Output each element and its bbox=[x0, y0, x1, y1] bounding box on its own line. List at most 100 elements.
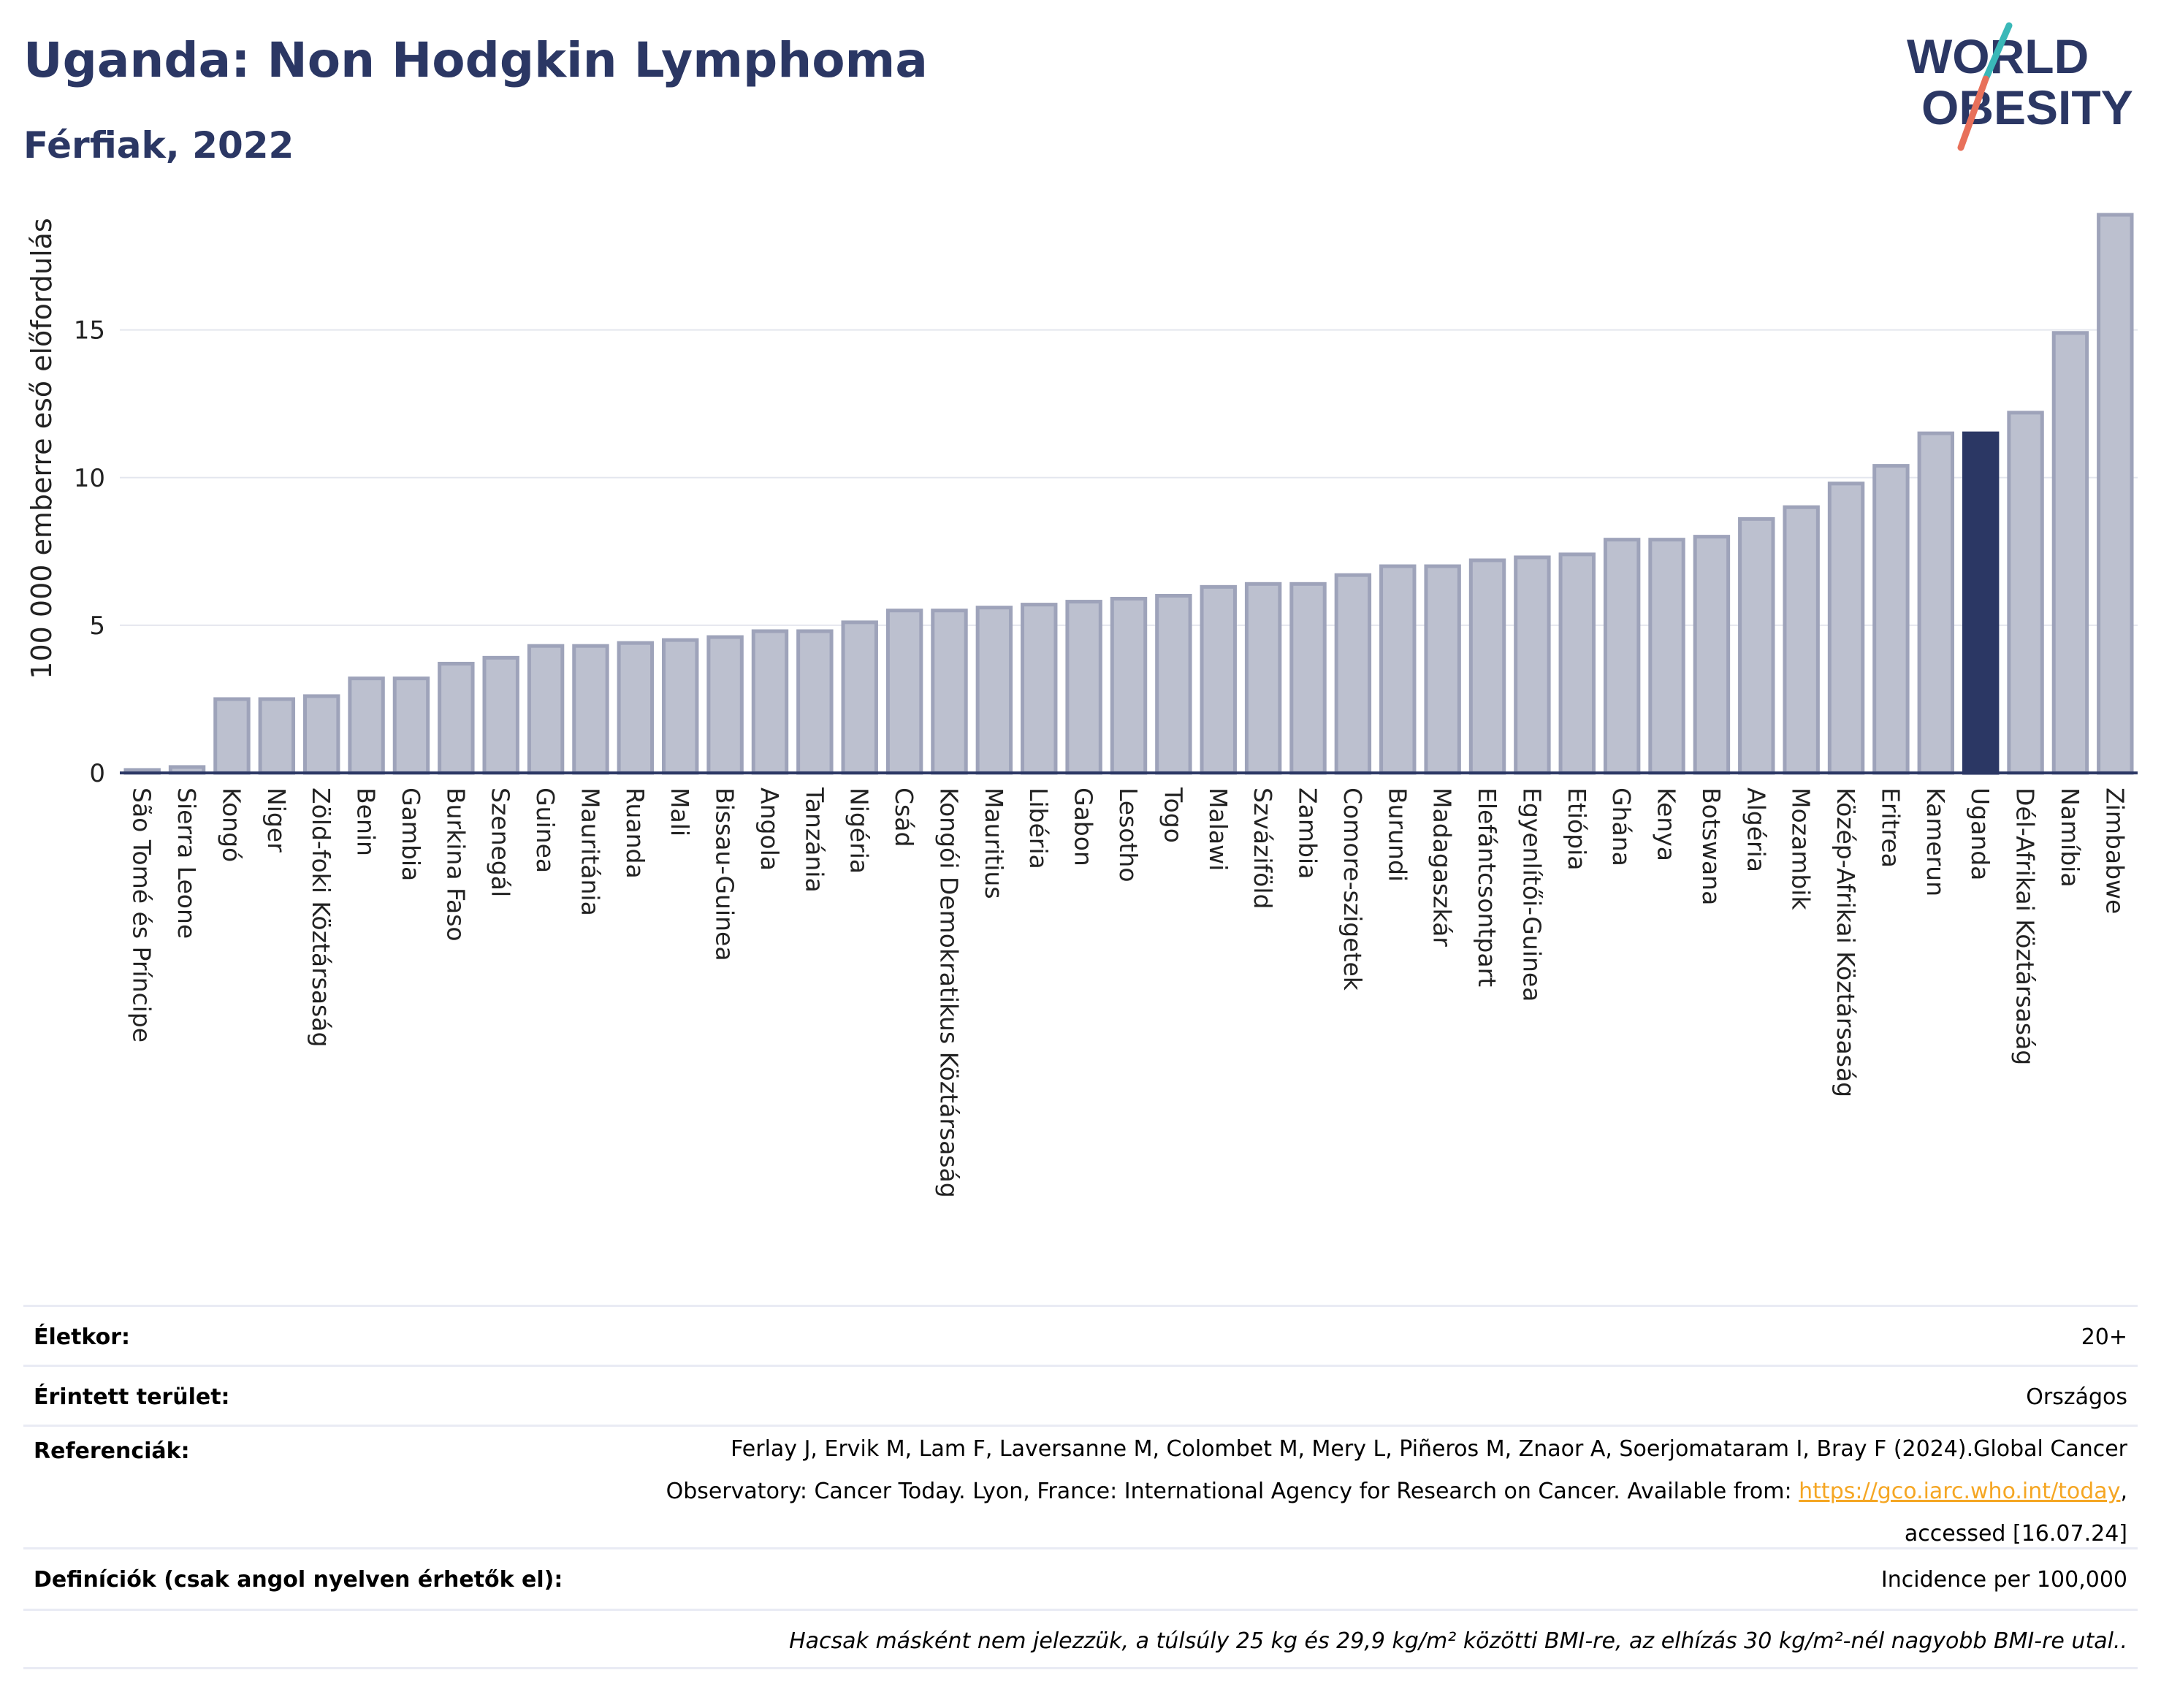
x-tick-label: Zambia bbox=[1294, 788, 1322, 879]
bar bbox=[1244, 582, 1282, 775]
x-tick-label: Algéria bbox=[1742, 788, 1770, 872]
bar bbox=[1603, 538, 1641, 775]
x-tick-label: Kongói Demokratikus Köztársaság bbox=[934, 788, 963, 1198]
x-tick-label: Eritrea bbox=[1876, 788, 1905, 868]
x-tick-label: Uganda bbox=[1966, 788, 1994, 880]
bar bbox=[482, 655, 519, 775]
x-tick-label: Togo bbox=[1159, 787, 1187, 843]
bar bbox=[1558, 552, 1596, 775]
x-tick-label: Ghána bbox=[1607, 788, 1636, 866]
bar bbox=[1468, 558, 1506, 775]
age-label: Életkor: bbox=[34, 1324, 131, 1350]
y-tick-label: 10 bbox=[74, 464, 105, 493]
bar bbox=[706, 635, 744, 775]
references-line-1: Ferlay J, Ervik M, Lam F, Laversanne M, … bbox=[731, 1436, 2127, 1462]
info-row-definitions: Definíciók (csak angol nyelven érhetők e… bbox=[23, 1547, 2138, 1611]
x-tick-label: Dél-Afrikai Köztársaság bbox=[2011, 788, 2040, 1065]
footnote: Hacsak másként nem jelezzük, a túlsúly 2… bbox=[789, 1628, 2127, 1654]
x-tick-label: Etiópia bbox=[1563, 788, 1591, 871]
info-row-area: Érintett terület: Országos bbox=[23, 1365, 2138, 1427]
info-table: Életkor: 20+ Érintett terület: Országos … bbox=[23, 1305, 2138, 1685]
x-tick-label: Kenya bbox=[1653, 788, 1681, 861]
info-row-references: Referenciák: Ferlay J, Ervik M, Lam F, L… bbox=[23, 1425, 2138, 1549]
x-tick-label: Mauritánia bbox=[576, 788, 604, 916]
x-tick-label: Mauritius bbox=[980, 788, 1008, 899]
definitions-value: Incidence per 100,000 bbox=[1880, 1567, 2127, 1593]
y-axis-title: 100 000 emberre eső előfordulás bbox=[26, 218, 58, 679]
info-row-note: Hacsak másként nem jelezzük, a túlsúly 2… bbox=[23, 1609, 2138, 1669]
chart-title: Uganda: Non Hodgkin Lymphoma bbox=[23, 32, 928, 88]
bar bbox=[796, 629, 834, 775]
table-bottom-border bbox=[23, 1667, 2138, 1669]
x-tick-label: Sierra Leone bbox=[172, 788, 201, 939]
bar bbox=[392, 676, 430, 775]
x-tick-label: Egyenlítői-Guinea bbox=[1517, 788, 1546, 1002]
references-line-2-text: Observatory: Cancer Today. Lyon, France:… bbox=[666, 1479, 1799, 1504]
x-tick-label: Libéria bbox=[1024, 788, 1053, 869]
x-tick-label: Namíbia bbox=[2056, 788, 2084, 888]
x-tick-label: Gambia bbox=[397, 788, 425, 881]
bar bbox=[931, 609, 968, 775]
x-tick-label: Madagaszkár bbox=[1428, 788, 1457, 947]
bar bbox=[1738, 516, 1775, 775]
x-tick-label: Csád bbox=[890, 788, 918, 847]
x-tick-label: Tanzánia bbox=[800, 787, 828, 893]
area-value: Országos bbox=[2026, 1384, 2127, 1410]
x-tick-label: Guinea bbox=[531, 788, 560, 873]
references-line-2: Observatory: Cancer Today. Lyon, France:… bbox=[666, 1471, 2127, 1513]
bar bbox=[1424, 564, 1461, 775]
bar bbox=[1155, 593, 1192, 775]
area-label: Érintett terület: bbox=[34, 1384, 230, 1410]
bar bbox=[527, 644, 565, 775]
bar bbox=[1827, 481, 1865, 775]
x-tick-label: Szváziföld bbox=[1249, 788, 1277, 909]
x-tick-label: Lesotho bbox=[1114, 788, 1143, 882]
references-link[interactable]: https://gco.iarc.who.int/today bbox=[1799, 1479, 2121, 1504]
bar bbox=[662, 638, 699, 775]
x-tick-label: Gabon bbox=[1070, 788, 1098, 866]
bar bbox=[572, 644, 609, 775]
x-tick-label: Zöld-foki Köztársaság bbox=[307, 788, 335, 1047]
bar bbox=[2097, 213, 2134, 775]
bar bbox=[1514, 555, 1551, 775]
bar-chart: 0 5 10 15 100 000 emberre eső előfordulás São… bbox=[26, 213, 2138, 1198]
bar bbox=[751, 629, 789, 775]
world-obesity-logo: WORLD OBESITY bbox=[1907, 22, 2133, 151]
logo-text-obesity: OBESITY bbox=[1921, 80, 2133, 134]
bar bbox=[1289, 582, 1327, 775]
bar bbox=[2007, 411, 2044, 775]
x-tick-label: Burundi bbox=[1383, 788, 1411, 882]
bar bbox=[1334, 573, 1372, 775]
x-tick-label: Angola bbox=[755, 788, 784, 871]
bar bbox=[258, 697, 296, 775]
bar bbox=[975, 606, 1013, 775]
x-tick-label: Közép-Afrikai Köztársaság bbox=[1832, 788, 1860, 1097]
references-line-2-suffix: , bbox=[2120, 1479, 2127, 1504]
bar bbox=[1065, 600, 1102, 775]
bar bbox=[1917, 431, 1955, 775]
bar bbox=[1783, 505, 1820, 775]
bar bbox=[617, 641, 655, 775]
x-tick-label: Bissau-Guinea bbox=[711, 788, 739, 961]
definitions-label: Definíciók (csak angol nyelven érhetők e… bbox=[34, 1567, 563, 1593]
y-tick-label: 0 bbox=[89, 759, 105, 788]
bar bbox=[348, 676, 385, 775]
bar bbox=[1693, 535, 1731, 775]
x-tick-label: Kongó bbox=[217, 788, 245, 862]
info-row-age: Életkor: 20+ bbox=[23, 1305, 2138, 1367]
bar bbox=[1021, 603, 1058, 775]
bar bbox=[1110, 597, 1148, 775]
x-tick-label: Ruanda bbox=[621, 788, 649, 879]
bar bbox=[1200, 584, 1237, 775]
x-tick-label: Kamerun bbox=[1921, 788, 1950, 896]
logo-slash-top bbox=[1982, 22, 2013, 83]
bar bbox=[213, 697, 251, 775]
bar bbox=[841, 620, 878, 775]
x-tick-label: Mali bbox=[666, 788, 694, 836]
references-label: Referenciák: bbox=[34, 1438, 190, 1464]
logo-slash-bottom bbox=[1957, 75, 1989, 151]
bar bbox=[2051, 331, 2089, 775]
bar bbox=[885, 609, 923, 775]
bar bbox=[302, 694, 340, 775]
chart-subtitle: Férfiak, 2022 bbox=[23, 124, 294, 167]
